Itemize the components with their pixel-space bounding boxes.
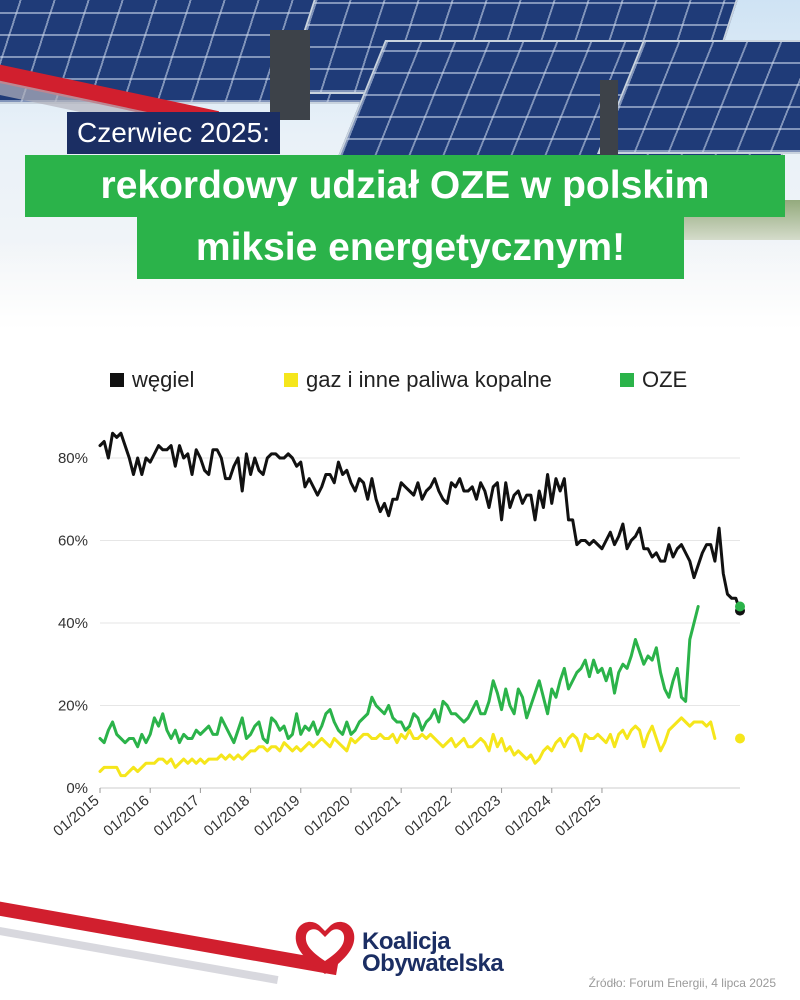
headline-kicker: Czerwiec 2025: <box>67 112 280 154</box>
series-lines <box>98 431 742 778</box>
headline-line-2: miksie energetycznym! <box>137 217 684 279</box>
legend-item-coal: węgiel <box>110 362 194 398</box>
legend-label-gas: gaz i inne paliwa kopalne <box>306 367 552 392</box>
legend-swatch-oze <box>620 373 634 387</box>
end-marker-oze <box>735 601 745 612</box>
legend-label-oze: OZE <box>642 367 688 392</box>
legend-swatch-coal <box>110 373 124 387</box>
x-tick-label: 01/2022 <box>401 792 453 840</box>
chart-canvas: 0%20%40%60%80% 01/201501/201601/201701/2… <box>50 431 745 840</box>
y-tick-label: 40% <box>58 615 88 632</box>
series-line-gas <box>98 716 717 778</box>
y-tick-label: 80% <box>58 450 88 467</box>
panel-post <box>600 80 618 160</box>
headline-line-1: rekordowy udział OZE w polskim <box>25 155 785 217</box>
y-tick-label: 60% <box>58 533 88 550</box>
heart-icon <box>295 921 355 974</box>
panel-post <box>270 30 310 120</box>
series-line-oze <box>98 605 700 749</box>
logo-text-line-2: Obywatelska <box>362 950 504 977</box>
x-tick-label: 01/2021 <box>351 792 403 840</box>
legend-item-gas: gaz i inne paliwa kopalne <box>284 362 552 398</box>
y-tick-label: 20% <box>58 698 88 715</box>
x-tick-label: 01/2020 <box>301 792 353 840</box>
series-line-coal <box>98 431 742 613</box>
x-tick-label: 01/2023 <box>452 792 504 840</box>
y-tick-label: 0% <box>66 780 88 797</box>
x-tick-label: 01/2016 <box>100 792 152 840</box>
x-tick-label: 01/2017 <box>150 792 202 840</box>
source-note: Źródło: Forum Energii, 4 lipca 2025 <box>588 976 776 990</box>
x-tick-label: 01/2015 <box>50 792 102 840</box>
party-logo: Koalicja Obywatelska <box>290 914 530 984</box>
x-tick-label: 01/2018 <box>201 792 253 840</box>
logo-text-line-1: Koalicja <box>362 928 451 955</box>
x-tick-label: 01/2019 <box>251 792 303 840</box>
energy-mix-chart: 0% 20% 40% 60% 80% 01/2015 01/2016 01/2017 01/2… <box>40 405 760 875</box>
legend-label-coal: węgiel <box>132 367 195 392</box>
chart-legend: węgiel gaz i inne paliwa kopalne OZE <box>0 362 800 398</box>
y-axis: 0% 20% 40% 60% 80% <box>58 450 88 797</box>
legend-swatch-gas <box>284 373 298 387</box>
legend-item-oze: OZE <box>620 362 687 398</box>
x-tick-label: 01/2024 <box>502 792 554 840</box>
end-marker-gas <box>735 733 745 744</box>
x-axis: 01/201501/201601/201701/201801/201901/20… <box>50 788 605 840</box>
x-tick-label: 01/2025 <box>552 792 604 840</box>
end-markers <box>735 601 745 744</box>
